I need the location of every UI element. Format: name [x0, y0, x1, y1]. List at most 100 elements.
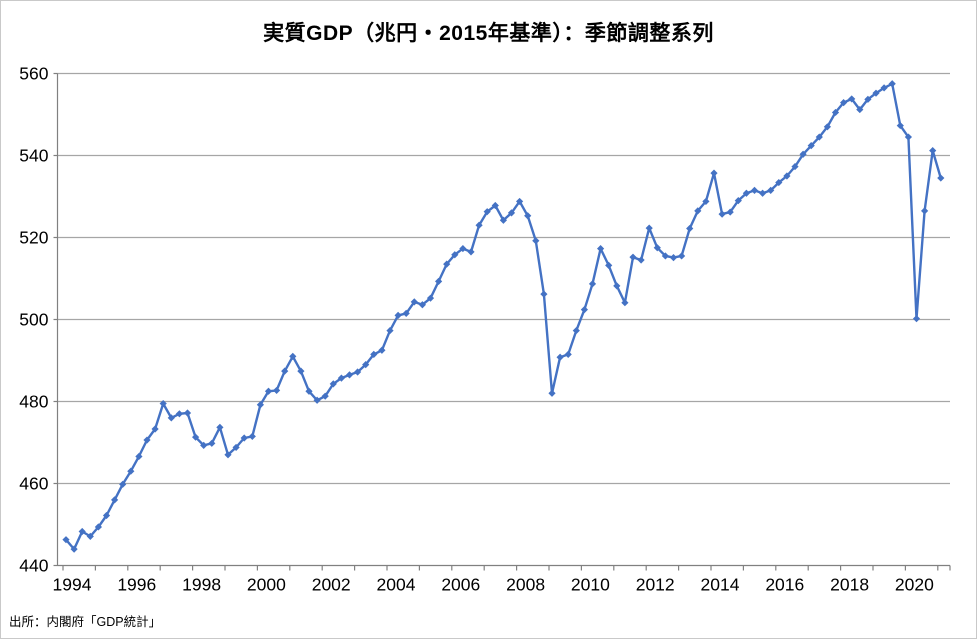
data-point-marker — [410, 298, 418, 306]
data-point-marker — [848, 95, 856, 103]
y-axis-label: 500 — [19, 310, 48, 330]
data-point-marker — [588, 280, 597, 288]
data-point-marker — [232, 443, 240, 452]
x-axis-label: 2020 — [895, 575, 934, 595]
data-point-marker — [645, 224, 653, 232]
data-point-marker — [880, 84, 888, 92]
data-point-marker — [856, 105, 864, 114]
data-point-marker — [775, 178, 783, 187]
data-point-marker — [345, 371, 354, 379]
data-point-marker — [605, 261, 613, 269]
data-point-marker — [742, 189, 750, 197]
x-axis-label: 2000 — [247, 575, 286, 595]
data-point-marker — [119, 480, 127, 488]
data-point-marker — [710, 169, 718, 177]
data-point-marker — [759, 189, 767, 197]
data-point-marker — [273, 386, 281, 395]
source-note: 出所：内閣府「GDP統計」 — [9, 615, 162, 629]
x-axis-label: 2018 — [830, 575, 869, 595]
y-axis-label: 540 — [19, 146, 48, 166]
data-point-marker — [362, 361, 370, 369]
data-point-marker — [435, 277, 443, 285]
data-point-marker — [912, 315, 921, 323]
data-point-marker — [767, 186, 775, 194]
data-point-marker — [175, 410, 183, 418]
x-axis-label: 2014 — [701, 575, 740, 595]
data-point-marker — [921, 207, 929, 215]
y-axis-label: 560 — [19, 64, 48, 84]
data-point-marker — [702, 197, 710, 206]
data-point-marker — [831, 108, 840, 117]
data-point-marker — [337, 374, 345, 382]
data-point-marker — [418, 301, 426, 309]
data-point-marker — [135, 452, 143, 461]
y-axis-label: 440 — [19, 556, 48, 576]
data-point-marker — [443, 260, 451, 268]
x-axis-label: 2010 — [571, 575, 610, 595]
data-point-marker — [937, 174, 945, 182]
data-point-marker — [621, 299, 629, 307]
data-point-marker — [613, 282, 621, 290]
data-point-marker — [872, 89, 880, 97]
data-point-marker — [734, 197, 742, 205]
data-point-marker — [86, 532, 94, 540]
data-point-marker — [661, 252, 669, 260]
data-point-marker — [548, 389, 556, 397]
data-point-marker — [750, 186, 759, 194]
data-point-marker — [240, 434, 248, 442]
data-point-marker — [686, 224, 694, 233]
data-point-marker — [329, 380, 337, 388]
data-point-marker — [192, 433, 200, 441]
data-point-marker — [378, 346, 386, 354]
y-axis-label: 520 — [19, 228, 48, 248]
data-point-marker — [783, 172, 791, 180]
data-point-marker — [694, 207, 702, 215]
data-point-marker — [256, 401, 264, 409]
data-point-marker — [678, 252, 686, 260]
x-axis-label: 1994 — [53, 575, 92, 595]
x-axis-label: 2006 — [441, 575, 480, 595]
data-point-marker — [726, 208, 734, 216]
data-point-marker — [516, 197, 524, 206]
data-point-marker — [459, 244, 467, 253]
x-axis-label: 2016 — [765, 575, 804, 595]
data-point-marker — [354, 368, 362, 376]
data-point-marker — [483, 208, 491, 216]
data-point-marker — [815, 133, 823, 141]
data-point-marker — [386, 326, 394, 335]
x-axis-label: 1996 — [117, 575, 156, 595]
y-axis-label: 460 — [19, 474, 48, 494]
data-point-marker — [532, 237, 540, 245]
data-point-marker — [394, 311, 402, 319]
data-point-marker — [200, 441, 208, 449]
data-point-marker — [580, 306, 588, 314]
data-point-marker — [143, 436, 151, 444]
x-axis-label: 2008 — [506, 575, 545, 595]
x-axis-label: 2004 — [377, 575, 416, 595]
data-point-marker — [475, 221, 483, 229]
data-point-marker — [102, 511, 111, 520]
data-point-marker — [653, 244, 661, 252]
x-axis-label: 2012 — [636, 575, 675, 595]
data-point-marker — [370, 350, 378, 358]
data-point-marker — [499, 216, 507, 224]
data-point-marker — [321, 392, 329, 400]
gdp-line — [65, 82, 942, 551]
data-point-marker — [904, 133, 912, 141]
data-point-marker — [289, 352, 297, 360]
data-point-marker — [556, 353, 564, 361]
data-point-marker — [426, 294, 435, 302]
data-point-marker — [208, 439, 216, 447]
data-point-marker — [183, 409, 192, 417]
data-point-marker — [313, 396, 321, 404]
data-point-marker — [718, 210, 726, 218]
data-point-marker — [216, 423, 224, 431]
data-point-marker — [297, 367, 305, 375]
data-point-marker — [402, 309, 410, 317]
data-point-marker — [564, 350, 572, 358]
data-point-marker — [70, 545, 78, 553]
data-point-marker — [823, 123, 831, 131]
data-point-marker — [305, 387, 313, 395]
data-point-marker — [78, 527, 86, 536]
